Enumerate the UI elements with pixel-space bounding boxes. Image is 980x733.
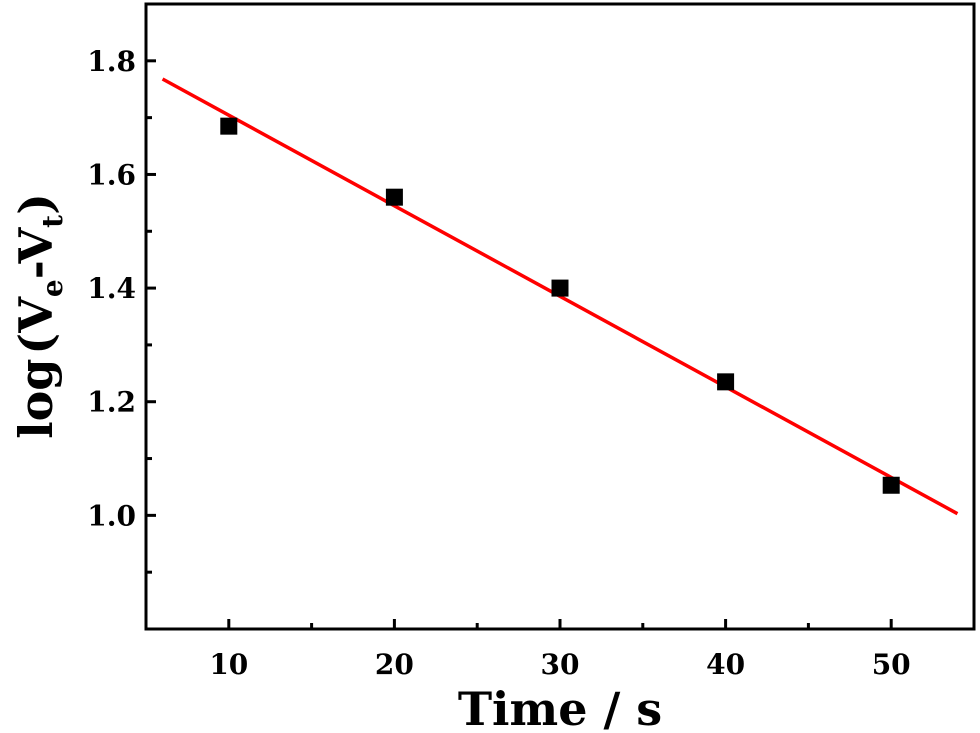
x-tick-label: 40 bbox=[706, 648, 745, 681]
data-point bbox=[717, 373, 735, 391]
y-axis-title-open-paren: ( bbox=[9, 333, 63, 355]
marks bbox=[161, 77, 959, 516]
y-axis-title-dash: - bbox=[9, 262, 63, 279]
y-tick-label: 1.0 bbox=[87, 499, 136, 532]
x-tick-label: 30 bbox=[541, 648, 580, 681]
x-axis-title: Time / s bbox=[458, 682, 662, 733]
data-point bbox=[220, 117, 238, 135]
x-tick-label: 50 bbox=[872, 648, 911, 681]
y-axis-title: log(Ve-Vt) bbox=[9, 193, 69, 439]
y-axis-title-close-paren: ) bbox=[9, 193, 63, 215]
y-axis-title-sub-t: t bbox=[36, 215, 69, 228]
y-tick-label: 1.4 bbox=[87, 272, 136, 305]
data-point bbox=[385, 188, 403, 206]
y-axis-title-sub-e: e bbox=[36, 279, 69, 297]
x-tick-label: 10 bbox=[209, 648, 248, 681]
ticks bbox=[144, 59, 976, 629]
y-axis-title-v2: V bbox=[9, 227, 63, 265]
y-axis-title-log: log bbox=[9, 359, 63, 439]
y-tick-label: 1.2 bbox=[87, 386, 136, 419]
y-tick-label: 1.6 bbox=[87, 158, 136, 191]
plot-frame bbox=[144, 2, 976, 631]
data-point bbox=[882, 476, 900, 494]
y-axis-title-v1: V bbox=[9, 296, 63, 334]
x-tick-label: 20 bbox=[375, 648, 414, 681]
tick-labels: 10 20 30 40 50 1.0 1.2 1.4 1.6 1.8 bbox=[87, 45, 910, 681]
data-point bbox=[551, 279, 569, 297]
y-tick-label: 1.8 bbox=[87, 45, 136, 78]
